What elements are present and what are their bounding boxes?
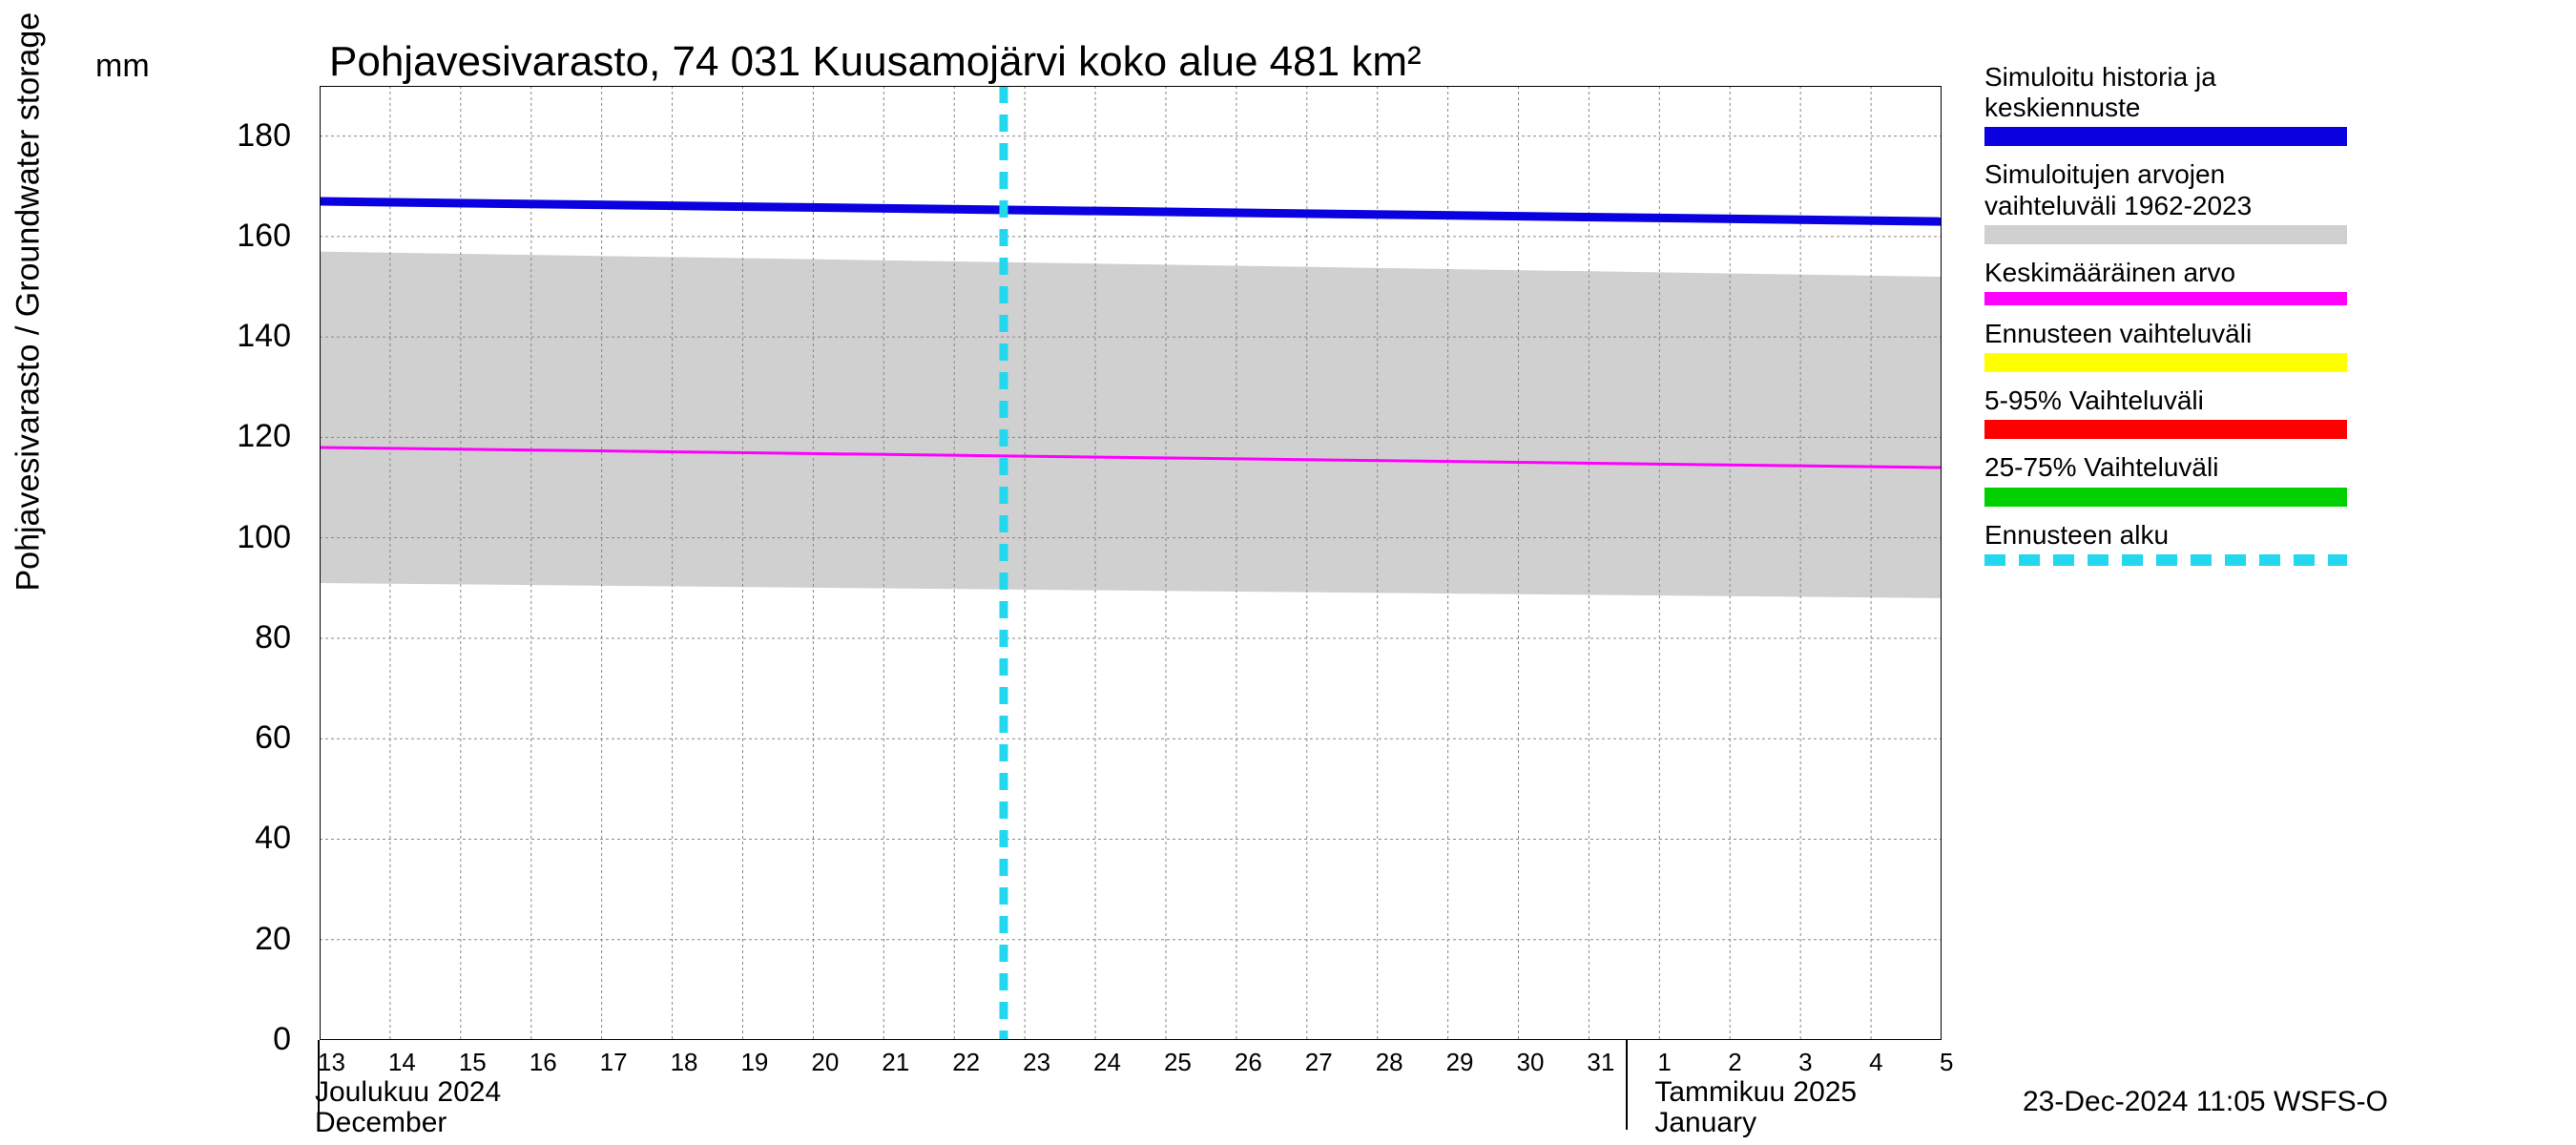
x-tick-label: 23 xyxy=(1023,1048,1050,1077)
x-tick-label: 15 xyxy=(459,1048,487,1077)
legend-swatch xyxy=(1984,127,2347,146)
y-tick-label: 120 xyxy=(196,418,291,455)
x-tick-label: 18 xyxy=(671,1048,698,1077)
x-tick-label: 24 xyxy=(1093,1048,1121,1077)
x-tick-label: 21 xyxy=(882,1048,909,1077)
x-tick-label: 26 xyxy=(1235,1048,1262,1077)
legend-label: Ennusteen alku xyxy=(1984,520,2538,551)
legend-label: Simuloitu historia ja xyxy=(1984,62,2538,93)
plot-area xyxy=(320,86,1942,1040)
legend-item: Simuloitu historia jakeskiennuste xyxy=(1984,62,2538,146)
legend-label: Ennusteen vaihteluväli xyxy=(1984,319,2538,349)
legend-label: Keskimääräinen arvo xyxy=(1984,258,2538,288)
x-tick-label: 25 xyxy=(1164,1048,1192,1077)
y-tick-label: 0 xyxy=(196,1021,291,1058)
x-tick-label: 28 xyxy=(1376,1048,1403,1077)
legend-swatch xyxy=(1984,353,2347,372)
chart-svg xyxy=(320,86,1942,1040)
y-tick-label: 40 xyxy=(196,820,291,857)
timestamp: 23-Dec-2024 11:05 WSFS-O xyxy=(2023,1086,2388,1118)
x-tick-label: 22 xyxy=(952,1048,980,1077)
y-tick-label: 80 xyxy=(196,619,291,656)
legend-item: 25-75% Vaihteluväli xyxy=(1984,452,2538,506)
y-tick-label: 60 xyxy=(196,719,291,757)
legend-swatch xyxy=(1984,292,2347,305)
month-label: December xyxy=(315,1107,447,1139)
y-tick-label: 140 xyxy=(196,318,291,355)
legend-item: Keskimääräinen arvo xyxy=(1984,258,2538,305)
y-tick-label: 20 xyxy=(196,921,291,958)
legend-item: Ennusteen vaihteluväli xyxy=(1984,319,2538,372)
legend-label: 5-95% Vaihteluväli xyxy=(1984,385,2538,416)
legend-label: 25-75% Vaihteluväli xyxy=(1984,452,2538,483)
legend-swatch xyxy=(1984,488,2347,507)
x-tick-label: 13 xyxy=(318,1048,345,1077)
x-tick-label: 19 xyxy=(740,1048,768,1077)
chart-title: Pohjavesivarasto, 74 031 Kuusamojärvi ko… xyxy=(329,38,1422,86)
x-tick-label: 16 xyxy=(530,1048,557,1077)
month-label: Tammikuu 2025 xyxy=(1654,1076,1857,1109)
legend-swatch xyxy=(1984,225,2347,244)
x-tick-label: 29 xyxy=(1446,1048,1474,1077)
legend-label: vaihteluväli 1962-2023 xyxy=(1984,191,2538,221)
x-tick-label: 27 xyxy=(1305,1048,1333,1077)
month-label: January xyxy=(1654,1107,1756,1139)
x-tick-label: 2 xyxy=(1728,1048,1741,1077)
legend-item: Ennusteen alku xyxy=(1984,520,2538,566)
legend-label: Simuloitujen arvojen xyxy=(1984,159,2538,190)
legend-swatch xyxy=(1984,554,2347,566)
y-tick-label: 180 xyxy=(196,117,291,155)
y-axis-unit: mm xyxy=(95,48,150,85)
legend-label: keskiennuste xyxy=(1984,93,2538,123)
y-tick-label: 100 xyxy=(196,519,291,556)
x-tick-label: 14 xyxy=(388,1048,416,1077)
x-tick-label: 30 xyxy=(1517,1048,1545,1077)
x-tick-label: 17 xyxy=(600,1048,628,1077)
legend-swatch xyxy=(1984,420,2347,439)
x-tick-label: 4 xyxy=(1869,1048,1882,1077)
x-tick-label: 1 xyxy=(1657,1048,1671,1077)
legend-item: 5-95% Vaihteluväli xyxy=(1984,385,2538,439)
x-tick-label: 31 xyxy=(1587,1048,1614,1077)
y-axis-label: Pohjavesivarasto / Groundwater storage xyxy=(10,12,48,592)
x-tick-label: 3 xyxy=(1798,1048,1812,1077)
legend-item: Simuloitujen arvojenvaihteluväli 1962-20… xyxy=(1984,159,2538,243)
month-label: Joulukuu 2024 xyxy=(315,1076,501,1109)
legend: Simuloitu historia jakeskiennusteSimuloi… xyxy=(1984,62,2538,579)
x-tick-label: 5 xyxy=(1940,1048,1953,1077)
y-tick-label: 160 xyxy=(196,218,291,255)
x-tick-label: 20 xyxy=(811,1048,839,1077)
